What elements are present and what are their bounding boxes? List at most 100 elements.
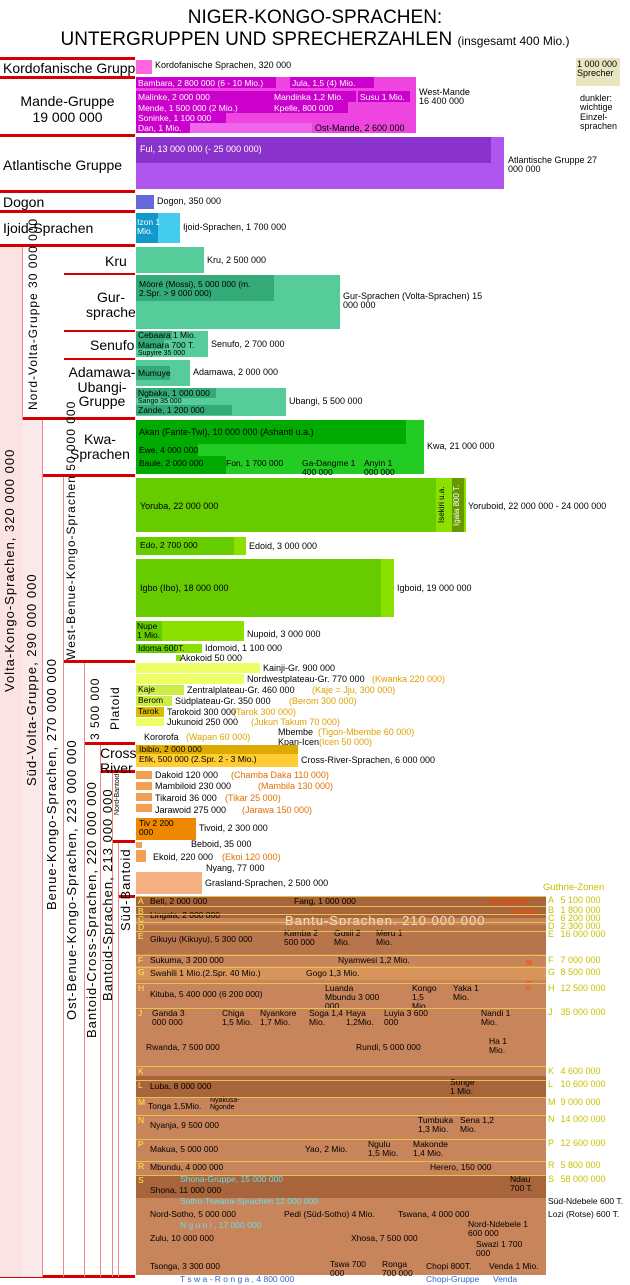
- guthrie-zone-g: G 8 500 000: [548, 967, 601, 977]
- label-platoid: Platoid: [108, 686, 122, 730]
- label-kainji: Kainji-Gr. 900 000: [263, 663, 336, 673]
- label-jarawa: (Jarawa 150 000): [242, 805, 313, 815]
- bs-strip: [100, 773, 113, 1277]
- zone-line: [136, 1066, 546, 1067]
- bantu-songe: Songe 1 Mio.: [450, 1077, 475, 1096]
- bar-ekoid: [136, 850, 146, 862]
- bantu-kamba: Kamba 2 500 000: [284, 928, 319, 947]
- guthrie-zone-c: C 6 200 000: [548, 913, 601, 923]
- separator: [0, 134, 135, 137]
- guthrie-zone-j: J 35 000 000: [548, 1007, 606, 1017]
- bantu-zone-letter: E: [138, 931, 144, 941]
- group-crossriver: Cross-River: [100, 745, 142, 776]
- bantu-vendagr: Venda: [493, 1274, 518, 1284]
- label-tikar: (Tikar 25 000): [225, 793, 281, 803]
- bantu-zone-letter: M: [138, 1097, 146, 1107]
- bantu-chopi: Chopi 800T.: [426, 1261, 472, 1271]
- label-nyang: Nyang, 77 000: [206, 863, 265, 873]
- zone-line: [136, 896, 546, 897]
- label-idoma: Idoma 600T.: [138, 643, 185, 653]
- label-ost-benue-kongo: Ost-Benue-Kongo-Sprachen, 223 000 000: [64, 739, 79, 1020]
- bar-kru: [136, 247, 204, 273]
- bantu-swazi: Swazi 1 700 000: [476, 1239, 523, 1258]
- label-igboid: Igboid, 19 000 000: [397, 583, 472, 593]
- bantu-nyamwesi: Nyamwesi 1,2 Mio.: [338, 955, 410, 965]
- bar-bambara: [136, 77, 276, 88]
- label-malinke: Malinke, 2 000 000: [138, 92, 210, 102]
- label-susu: Susu 1 Mio.: [360, 92, 405, 102]
- bar-kordofan: [136, 60, 152, 74]
- group-mande-n: 19 000 000: [32, 109, 103, 125]
- bantu-rundi: Rundi, 5 000 000: [356, 1042, 421, 1052]
- separator: [100, 770, 135, 773]
- bantu-nguni: N g u n i , 17 000 000: [180, 1220, 262, 1230]
- label-tarok: Tarok: [138, 706, 159, 716]
- bantu-zulu: Zulu, 10 000 000: [150, 1233, 214, 1243]
- separator: [0, 1275, 135, 1278]
- label-cebaara: Cebaara 1 Mio.: [138, 330, 197, 340]
- bantu-venda: Venda 1 Mio.: [489, 1261, 539, 1271]
- bantu-yaka: Yaka 1 Mio.: [453, 983, 479, 1002]
- bar-akokoid: [176, 655, 181, 661]
- label-ful: Ful, 13 000 000 (- 25 000 000): [140, 144, 262, 154]
- bantu-nyanja: Nyanja, 9 500 000: [150, 1120, 219, 1130]
- zone-line: [136, 967, 546, 968]
- bantu-lingala: Lingala, 2 000 000: [150, 910, 220, 920]
- bantu-ngulu: Ngulu 1,5 Mio.: [368, 1139, 399, 1158]
- label-ekoi: (Ekoi 120 000): [222, 852, 281, 862]
- guthrie-title: Guthrie-Zonen: [543, 882, 605, 893]
- bantu-ndau: Ndau 700 T.: [510, 1174, 534, 1193]
- bantu-tsonga: Tsonga, 3 300 000: [150, 1261, 220, 1271]
- label-nord-bantoid: Nord-Bantoid: [114, 773, 121, 815]
- bar-malinke: [136, 91, 272, 102]
- bar-mumuye: [136, 366, 170, 380]
- label-igbo: Igbo (Ibo), 18 000 000: [140, 583, 229, 593]
- bantu-bantu: Bantu: [513, 907, 537, 917]
- label-kajejju: (Kaje = Jju, 300 000): [312, 685, 396, 695]
- separator: [118, 895, 135, 898]
- bantu-shona: Shona, 11 000 000: [150, 1185, 222, 1195]
- label-kpan: Kpan-Icen: [278, 737, 320, 747]
- label-mandinka: Mandinka 1,2 Mio.: [274, 92, 344, 102]
- bantu-zone-letter: G: [138, 967, 145, 977]
- label-kwa: Kwa, 21 000 000: [427, 441, 495, 451]
- bantu-beti: Beti, 2 000 000: [150, 896, 208, 906]
- bar-idoma: [136, 644, 176, 653]
- guthrie-zone-r: R 5 800 000: [548, 1160, 601, 1170]
- label-sued-bantoid: Süd-Bantoid: [118, 848, 133, 932]
- label-akokoid: Akokoid 50 000: [180, 653, 243, 663]
- zone-line: [136, 955, 546, 956]
- bar-jarawoid: [136, 804, 152, 812]
- label-benue-kongo: Benue-Kongo-Sprachen, 270 000 000: [44, 657, 59, 910]
- label-beboid: Beboid, 35 000: [191, 839, 252, 849]
- obk-strip: [63, 663, 85, 1277]
- separator: [64, 273, 135, 275]
- legend-unit: 1 000 000 Sprecher: [577, 59, 618, 79]
- bk-strip: [42, 477, 64, 1277]
- bantu-zone-letter: B: [138, 906, 144, 916]
- zone-line: [136, 1080, 546, 1081]
- zone-line: [136, 1161, 546, 1162]
- label-nwplat: Nordwestplateau-Gr. 770 000: [247, 674, 365, 684]
- bar-soninke: [136, 113, 226, 123]
- bar-tarokoid: [136, 707, 164, 717]
- bantu-tswaronga: T s w a - R o n g a , 4 800 000: [180, 1274, 295, 1284]
- label-kru: Kru, 2 500 000: [207, 255, 267, 265]
- bantu-makonde: Makonde 1,4 Mio.: [413, 1139, 448, 1158]
- label-dan: Dan, 1 Mio.: [138, 123, 182, 133]
- legend-box: [576, 58, 620, 86]
- label-atlant: Atlantische Gruppe 27 000 000: [508, 155, 598, 175]
- zone-line: [136, 922, 546, 923]
- label-zentral: Zentralplateau-Gr. 460 000: [187, 685, 295, 695]
- zone-line: [136, 1008, 546, 1009]
- label-supyire: Supyire 35 000: [138, 350, 186, 357]
- bantu-zone-letter: L: [138, 1080, 143, 1090]
- guthrie-zone-a: A 5 100 000: [548, 895, 601, 905]
- title-line1: NIGER-KONGO-SPRACHEN:: [187, 7, 443, 28]
- bantu-ha: Ha 1 Mio.: [489, 1036, 507, 1055]
- bantu-zone-letter: N: [138, 1115, 145, 1125]
- label-sued-volta: Süd-Volta-Gruppe, 290 000 000: [24, 573, 39, 787]
- bar-mambiloid: [136, 782, 152, 790]
- label-jarawoid: Jarawoid 275 000: [155, 805, 227, 815]
- bar-zande: [136, 405, 232, 415]
